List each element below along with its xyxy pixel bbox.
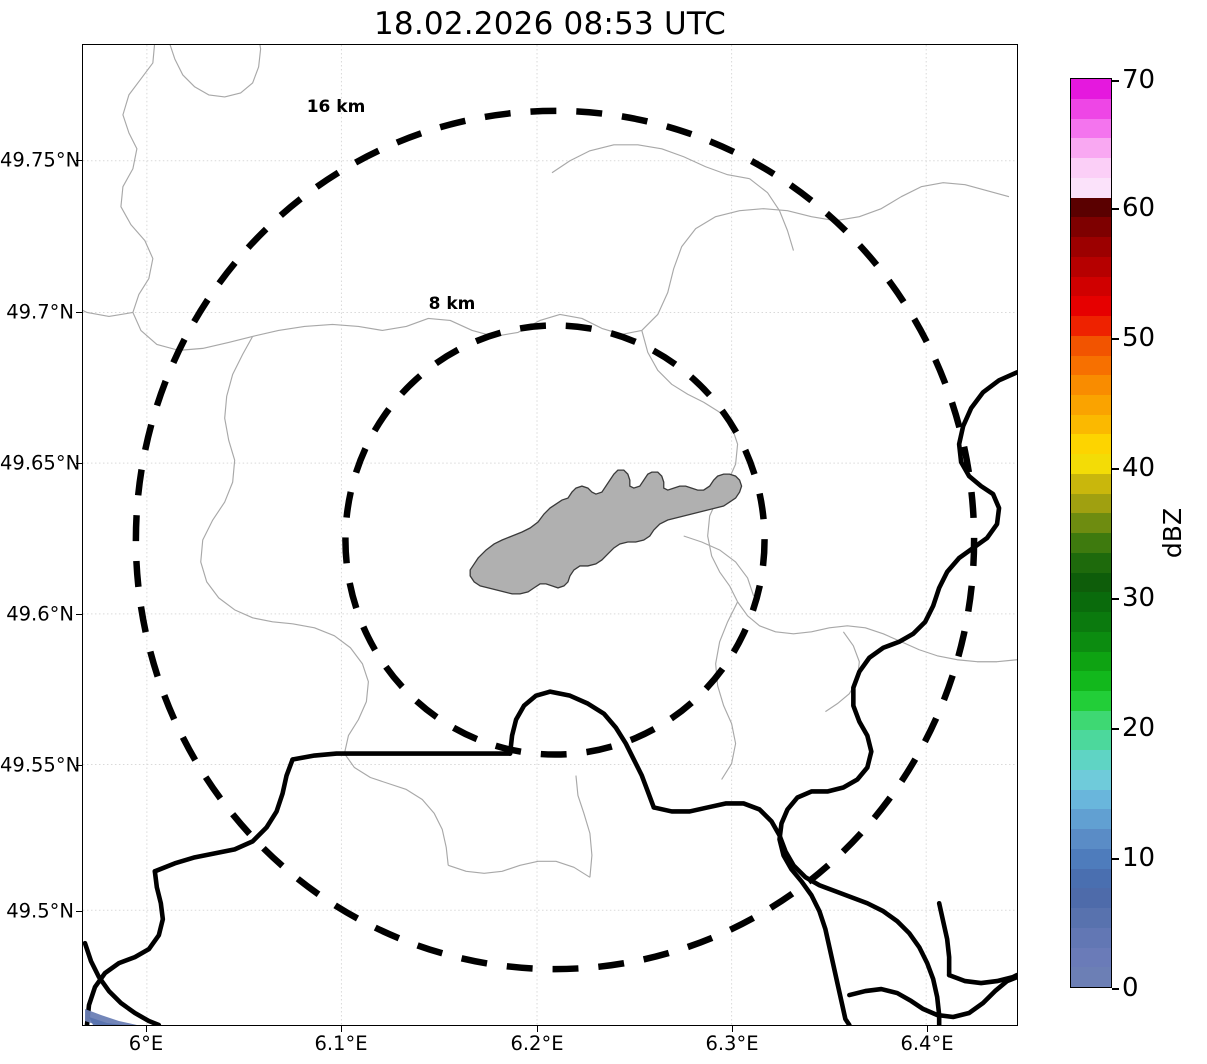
colorbar-tick-label-0: 0 <box>1122 973 1139 1003</box>
colorbar-band <box>1071 493 1111 514</box>
colorbar-tick-label-70: 70 <box>1122 65 1156 95</box>
colorbar-band <box>1071 671 1111 691</box>
colorbar-band <box>1071 631 1111 652</box>
colorbar-band <box>1071 572 1111 593</box>
colorbar-band <box>1071 710 1111 731</box>
y-tick-mark <box>76 160 82 162</box>
colorbar-band <box>1071 375 1111 395</box>
colorbar-band <box>1071 138 1111 159</box>
colorbar-band <box>1071 355 1111 376</box>
colorbar-tick-mark <box>1112 208 1119 210</box>
colorbar-band <box>1071 118 1111 139</box>
colorbar-tick-label-50: 50 <box>1122 323 1156 353</box>
page-title: 18.02.2026 08:53 UTC <box>374 6 726 42</box>
colorbar-axis-label: dBZ <box>1158 507 1187 559</box>
colorbar-band <box>1071 177 1111 198</box>
range-ring-16km <box>132 107 978 973</box>
y-tick-label-497: 49.7°N <box>6 300 74 324</box>
y-tick-label-496: 49.6°N <box>6 602 74 626</box>
y-tick-mark <box>76 765 82 767</box>
x-tick-label-6: 6°E <box>128 1032 164 1055</box>
colorbar-band <box>1071 908 1111 928</box>
colorbar-band <box>1071 79 1111 99</box>
colorbar-band <box>1071 414 1111 435</box>
range-ring-8km <box>342 322 768 758</box>
colorbar-band <box>1071 769 1111 790</box>
colorbar-band <box>1071 335 1111 356</box>
colorbar-tick-label-30: 30 <box>1122 583 1156 613</box>
colorbar-band <box>1071 394 1111 415</box>
radar-map-axes: 16 km 8 km <box>82 44 1018 1026</box>
y-tick-label-4965: 49.65°N <box>0 451 81 475</box>
national-border <box>83 370 1017 1025</box>
y-tick-label-4955: 49.55°N <box>0 753 81 777</box>
y-tick-mark <box>76 312 82 314</box>
colorbar-band <box>1071 197 1111 218</box>
colorbar-band <box>1071 848 1111 869</box>
colorbar-band <box>1071 217 1111 238</box>
y-tick-mark <box>76 463 82 465</box>
colorbar-band <box>1071 809 1111 830</box>
colorbar-band <box>1071 237 1111 257</box>
colorbar-tick-mark <box>1112 468 1119 470</box>
range-ring-label-16km: 16 km <box>306 97 366 117</box>
x-tick-label-62: 6.2°E <box>510 1032 564 1055</box>
colorbar-band <box>1071 158 1111 178</box>
map-gridlines <box>83 45 1017 1025</box>
colorbar-band <box>1071 256 1111 277</box>
radar-map-canvas <box>83 45 1017 1025</box>
colorbar-tick-label-60: 60 <box>1122 193 1156 223</box>
colorbar-tick-mark <box>1112 338 1119 340</box>
colorbar-band <box>1071 434 1111 455</box>
colorbar-tick-label-10: 10 <box>1122 843 1156 873</box>
x-tick-label-63: 6.3°E <box>705 1032 759 1055</box>
colorbar-band <box>1071 690 1111 711</box>
colorbar-band <box>1071 612 1111 632</box>
colorbar <box>1070 78 1112 988</box>
colorbar-band <box>1071 927 1111 948</box>
administrative-boundaries <box>83 45 1017 878</box>
colorbar-band <box>1071 947 1111 968</box>
colorbar-band <box>1071 651 1111 672</box>
colorbar-tick-mark <box>1112 858 1119 860</box>
colorbar-band <box>1071 513 1111 534</box>
colorbar-tick-mark <box>1112 598 1119 600</box>
colorbar-tick-mark <box>1112 988 1119 990</box>
radar-echo-cells <box>84 1009 137 1025</box>
colorbar-band <box>1071 473 1111 494</box>
y-tick-label-4975: 49.75°N <box>0 148 81 172</box>
colorbar-band <box>1071 967 1111 987</box>
colorbar-band <box>1071 789 1111 810</box>
colorbar-band <box>1071 276 1111 297</box>
x-tick-mark <box>927 1026 929 1032</box>
colorbar-band <box>1071 829 1111 849</box>
colorbar-tick-mark <box>1112 728 1119 730</box>
x-tick-mark <box>341 1026 343 1032</box>
colorbar-band <box>1071 98 1111 119</box>
range-ring-label-8km: 8 km <box>428 294 476 314</box>
y-tick-label-495: 49.5°N <box>6 899 74 923</box>
colorbar-band <box>1071 868 1111 889</box>
colorbar-tick-mark <box>1112 80 1119 82</box>
x-tick-mark <box>537 1026 539 1032</box>
colorbar-tick-label-20: 20 <box>1122 713 1156 743</box>
colorbar-band <box>1071 454 1111 474</box>
city-polygon <box>469 469 743 595</box>
x-tick-label-64: 6.4°E <box>900 1032 954 1055</box>
colorbar-band <box>1071 750 1111 770</box>
colorbar-band <box>1071 730 1111 751</box>
y-tick-mark <box>76 911 82 913</box>
x-tick-mark <box>146 1026 148 1032</box>
colorbar-band <box>1071 316 1111 336</box>
x-tick-mark <box>732 1026 734 1032</box>
y-tick-mark <box>76 614 82 616</box>
colorbar-tick-label-40: 40 <box>1122 453 1156 483</box>
colorbar-band <box>1071 552 1111 573</box>
colorbar-band <box>1071 888 1111 909</box>
colorbar-band <box>1071 296 1111 317</box>
x-tick-label-61: 6.1°E <box>314 1032 368 1055</box>
colorbar-band <box>1071 533 1111 553</box>
colorbar-band <box>1071 592 1111 613</box>
